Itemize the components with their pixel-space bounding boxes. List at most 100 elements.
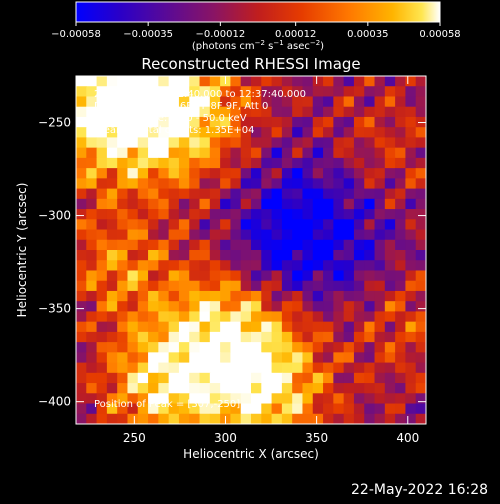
heatmap-cell: [374, 331, 386, 343]
heatmap-cell: [271, 76, 283, 87]
heatmap-cell: [199, 362, 211, 374]
heatmap-cell: [137, 209, 149, 220]
heatmap-cell: [158, 280, 170, 292]
heatmap-cell: [271, 198, 283, 210]
heatmap-cell: [343, 403, 355, 415]
heatmap-cell: [240, 106, 252, 118]
heatmap-cell: [415, 270, 426, 282]
heatmap-cell: [117, 229, 129, 241]
heatmap-cell: [384, 116, 396, 128]
heatmap-cell: [137, 219, 149, 231]
heatmap-cell: [312, 106, 324, 118]
heatmap-cell: [251, 96, 262, 108]
heatmap-cell: [178, 188, 190, 200]
heatmap-cell: [76, 352, 87, 364]
heatmap-cell: [137, 137, 149, 149]
heatmap-cell: [86, 311, 98, 323]
heatmap-cell: [148, 290, 159, 302]
heatmap-cell: [312, 76, 324, 87]
heatmap-cell: [96, 127, 108, 139]
heatmap-cell: [302, 383, 314, 394]
heatmap-cell: [364, 250, 376, 261]
heatmap-cell: [106, 76, 118, 87]
heatmap-cell: [405, 157, 417, 169]
heatmap-cell: [137, 229, 149, 241]
heatmap-cell: [395, 270, 407, 282]
heatmap-cell: [405, 86, 417, 98]
colorbar-tick-label: −0.00012: [195, 29, 245, 40]
heatmap-cell: [127, 270, 139, 282]
heatmap-cell: [251, 229, 262, 241]
heatmap-cell: [312, 96, 324, 108]
heatmap-cell: [312, 362, 324, 374]
heatmap-cell: [76, 229, 87, 241]
heatmap-cell: [302, 239, 314, 251]
heatmap-cell: [240, 188, 252, 200]
info-annotation: 28-Jul-2013 12:32:40.000 to 12:37:40.000…: [94, 89, 306, 136]
heatmap-cell: [353, 403, 365, 415]
heatmap-cell: [137, 239, 149, 251]
heatmap-cell: [106, 260, 118, 272]
heatmap-cell: [178, 96, 190, 108]
heatmap-cell: [76, 178, 87, 190]
heatmap-cell: [323, 147, 334, 159]
heatmap-cell: [178, 311, 190, 323]
heatmap-cell: [261, 147, 273, 159]
heatmap-cell: [168, 301, 180, 313]
heatmap-cell: [127, 178, 139, 190]
heatmap-cell: [384, 413, 396, 424]
heatmap-cell: [395, 178, 407, 190]
heatmap-cell: [312, 157, 324, 169]
heatmap-cell: [395, 188, 407, 200]
heatmap-cell: [353, 311, 365, 323]
heatmap-cell: [137, 106, 149, 118]
heatmap-cell: [178, 219, 190, 231]
heatmap-cell: [261, 250, 273, 261]
heatmap-cell: [189, 331, 201, 343]
heatmap-cell: [148, 331, 159, 343]
heatmap-cell: [189, 127, 201, 139]
heatmap-cell: [189, 250, 201, 261]
heatmap-cell: [96, 178, 108, 190]
heatmap-cell: [302, 321, 314, 333]
heatmap-cell: [271, 86, 283, 98]
heatmap-cell: [374, 250, 386, 261]
heatmap-cell: [117, 270, 129, 282]
heatmap-cell: [240, 383, 252, 394]
heatmap-cell: [106, 137, 118, 149]
heatmap-cell: [405, 393, 417, 405]
heatmap-cell: [374, 342, 386, 353]
heatmap-cell: [189, 168, 201, 179]
heatmap-cell: [415, 362, 426, 374]
heatmap-cell: [199, 280, 211, 292]
heatmap-cell: [292, 393, 304, 405]
heatmap-cell: [353, 270, 365, 282]
heatmap-cell: [261, 219, 273, 231]
heatmap-cell: [230, 229, 242, 241]
heatmap-cell: [323, 331, 334, 343]
heatmap-cell: [86, 96, 98, 108]
heatmap-cell: [106, 321, 118, 333]
heatmap-cell: [86, 362, 98, 374]
heatmap-cell: [395, 311, 407, 323]
heatmap-cell: [178, 209, 190, 220]
heatmap-cell: [374, 106, 386, 118]
heatmap-cell: [96, 147, 108, 159]
heatmap-cell: [415, 311, 426, 323]
heatmap-cell: [158, 76, 170, 87]
heatmap-cell: [96, 383, 108, 394]
heatmap-cell: [220, 188, 232, 200]
heatmap-cell: [312, 290, 324, 302]
heatmap-cell: [271, 137, 283, 149]
heatmap-cell: [415, 250, 426, 261]
heatmap-cell: [199, 260, 211, 272]
heatmap-cell: [178, 229, 190, 241]
heatmap-cell: [117, 178, 129, 190]
heatmap-cell: [343, 321, 355, 333]
heatmap-cell: [106, 147, 118, 159]
heatmap-cell: [230, 270, 242, 282]
heatmap-cell: [117, 383, 129, 394]
colorbar: −0.00058 −0.00035 −0.00012 0.00012 0.00035 0.…: [51, 1, 461, 52]
heatmap-cell: [353, 280, 365, 292]
